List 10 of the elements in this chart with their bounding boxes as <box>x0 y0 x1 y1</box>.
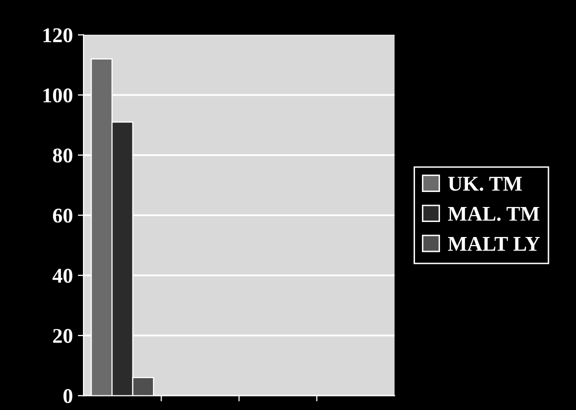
y-tick-label: 40 <box>52 268 72 283</box>
legend-label: UK. TM <box>448 176 522 191</box>
y-tick-label: 0 <box>63 389 72 404</box>
y-tick-label: 60 <box>52 208 72 223</box>
legend-label: MAL. TM <box>448 206 540 221</box>
y-tick-label: 120 <box>44 28 72 42</box>
y-tick-label: 20 <box>53 328 72 343</box>
y-tick-label: 80 <box>52 148 72 163</box>
legend-label: MALT LY <box>448 236 540 251</box>
y-tick-label: 100 <box>44 88 72 102</box>
